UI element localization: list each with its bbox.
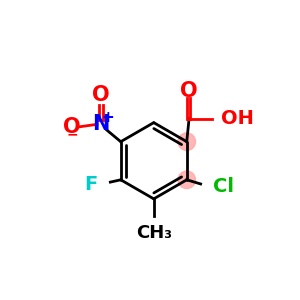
Text: OH: OH [221,109,254,128]
Text: F: F [84,175,98,194]
Text: Cl: Cl [213,177,234,196]
Text: −: − [67,127,79,141]
Text: O: O [63,117,80,137]
Text: O: O [180,81,198,101]
Text: CH₃: CH₃ [136,224,172,242]
Circle shape [178,133,196,151]
Circle shape [178,171,196,189]
Text: +: + [102,110,114,125]
Text: N: N [92,114,110,134]
Text: O: O [92,85,110,105]
